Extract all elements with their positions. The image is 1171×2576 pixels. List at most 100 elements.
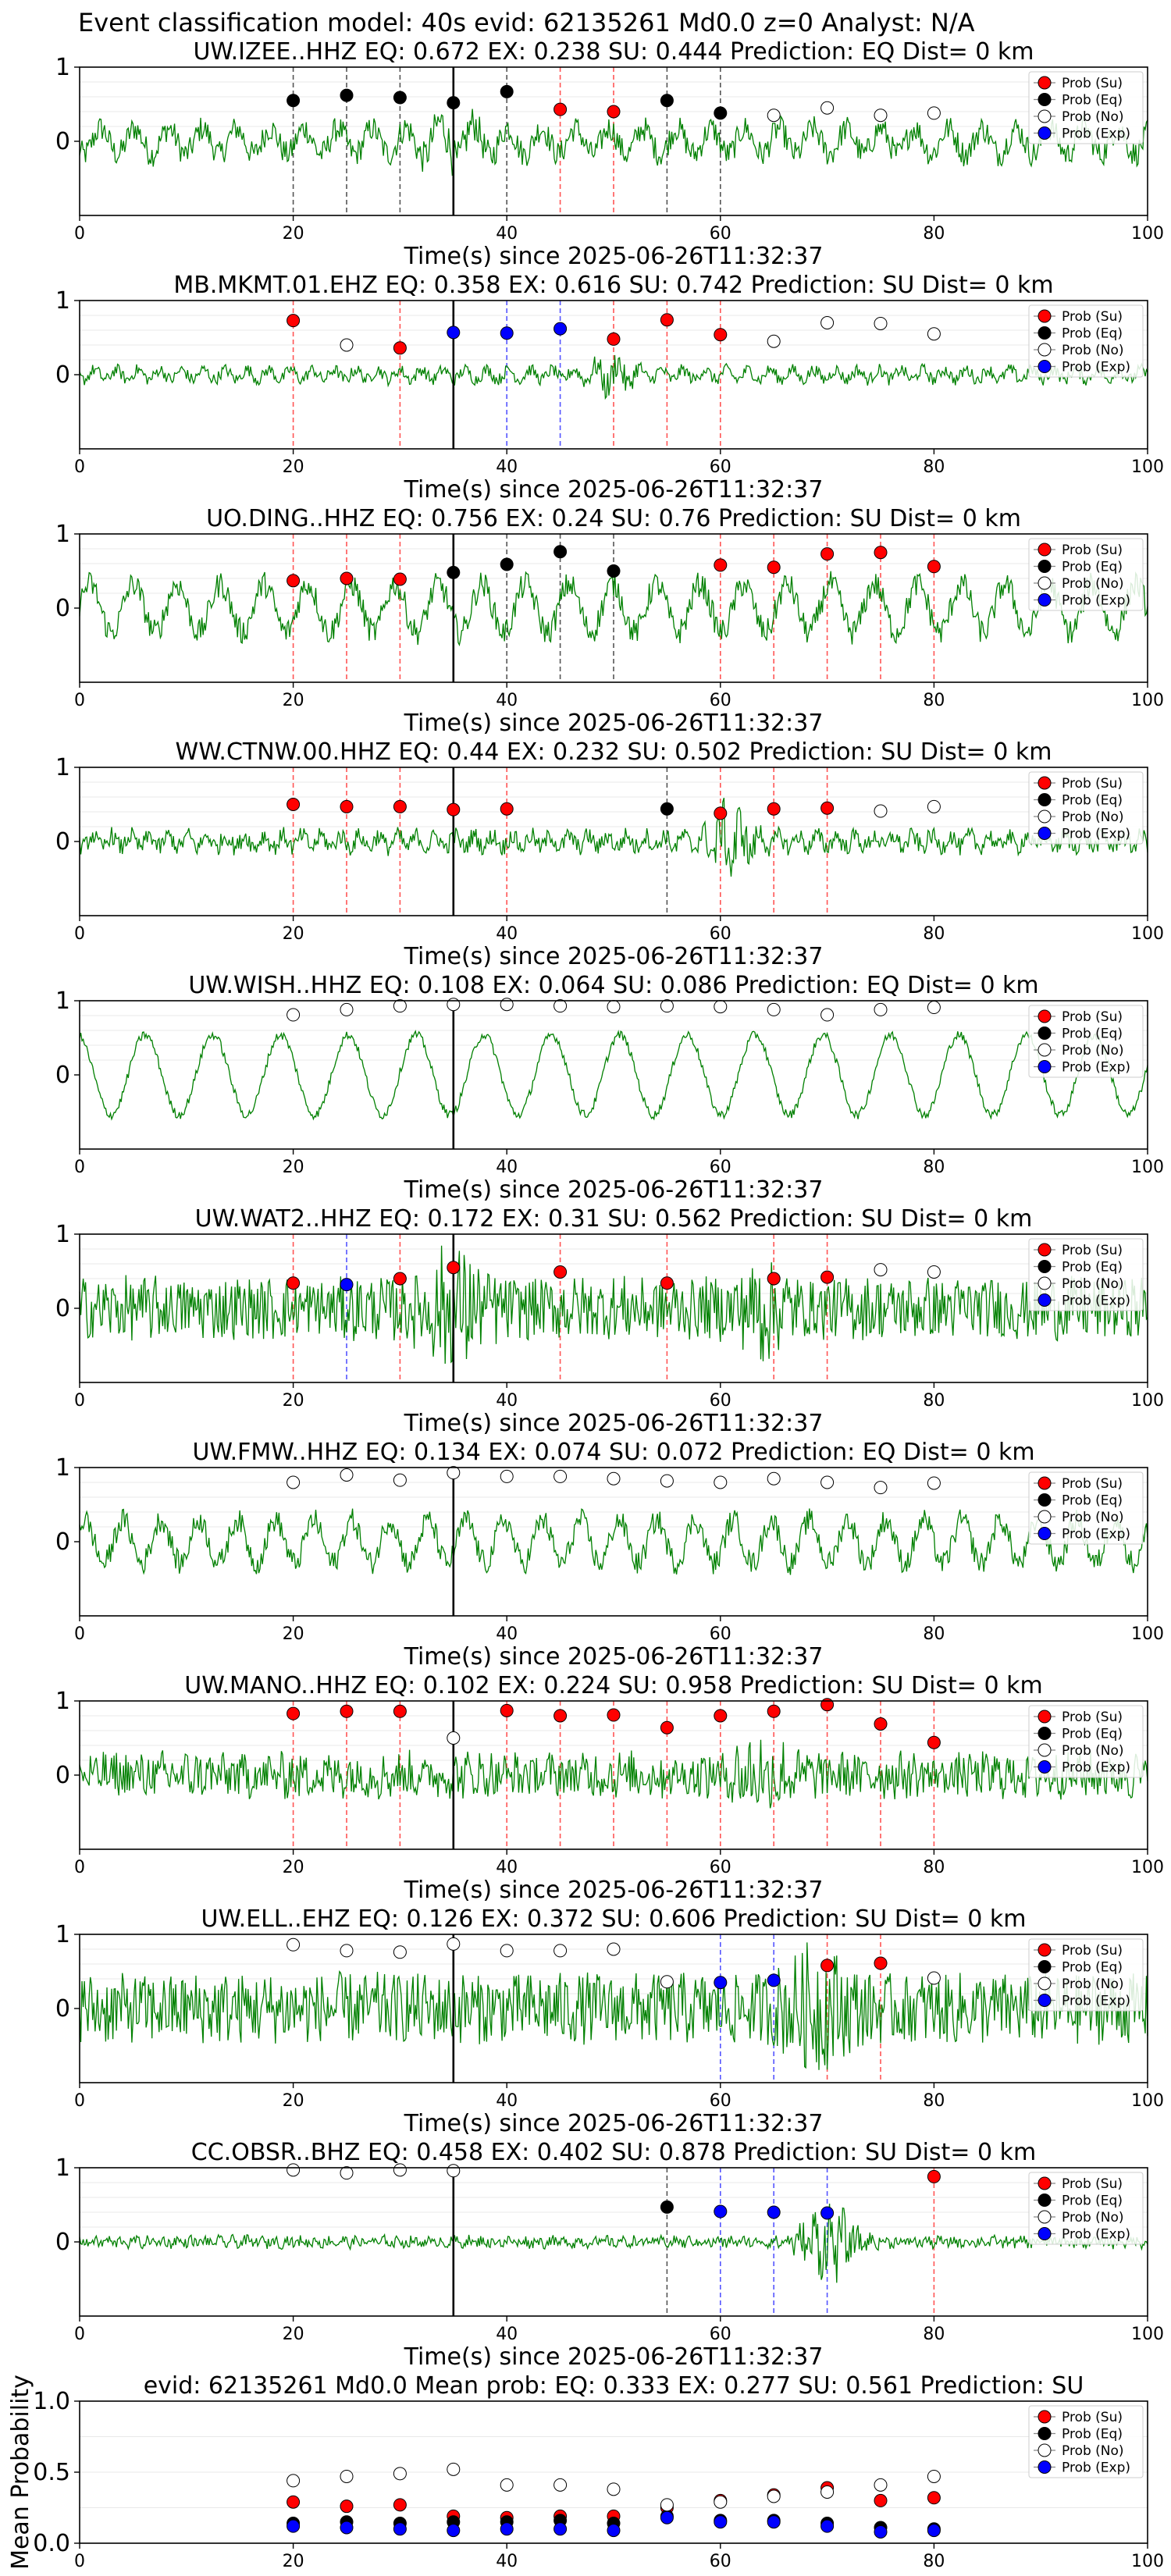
legend-label: Prob (Su) [1062,543,1123,558]
mean-point-exp [767,2515,781,2529]
legend-box [1028,71,1144,144]
legend-label: Prob (No) [1062,1043,1124,1059]
panel-title: UW.FMW..HHZ EQ: 0.134 EX: 0.074 SU: 0.07… [192,1439,1034,1466]
legend-label: Prob (Su) [1062,1476,1123,1492]
probability-point-su [927,560,941,574]
probability-point-su [553,102,568,116]
x-axis-label: Time(s) since 2025-06-26T11:32:37 [404,2343,824,2371]
x-axis-label: Time(s) since 2025-06-26T11:32:37 [404,2110,824,2137]
probability-point-no [393,2163,407,2177]
legend-label: Prob (No) [1062,2443,1124,2459]
probability-point-su [714,328,728,342]
mean-point-exp [820,2519,835,2533]
probability-point-eq [660,2200,674,2214]
probability-point-su [767,802,781,816]
y-tick-label: 1 [55,1921,70,1948]
x-axis-label: Time(s) since 2025-06-26T11:32:37 [404,710,824,737]
mean-point-exp [447,2524,461,2538]
x-tick-label: 20 [283,2091,304,2111]
probability-point-su [447,1261,461,1275]
mean-point-su [287,2495,301,2509]
station-panel: UW.WAT2..HHZ EQ: 0.172 EX: 0.31 SU: 0.56… [55,1205,1164,1437]
legend-label: Prob (Su) [1062,1943,1123,1959]
y-tick-label: 1 [55,54,70,81]
x-tick-label: 100 [1131,691,1164,710]
probability-point-eq [287,94,301,108]
legend-marker [1038,1026,1052,1040]
waveform-trace [79,1030,1148,1121]
probability-point-no [927,106,941,120]
x-tick-label: 40 [496,691,518,710]
x-tick-label: 20 [283,2325,304,2344]
probability-point-no [927,1001,941,1015]
x-tick-label: 100 [1131,1858,1164,1877]
probability-point-no [660,999,674,1013]
probability-point-exp [820,2206,835,2220]
legend-marker [1038,1276,1052,1290]
waveform-trace [79,571,1148,647]
legend-label: Prob (Su) [1062,2176,1123,2192]
probability-point-no [820,316,835,329]
mean-point-no [660,2498,674,2512]
probability-point-su [820,1270,835,1284]
legend-label: Prob (No) [1062,576,1124,592]
probability-point-no [927,1476,941,1490]
legend-label: Prob (Exp) [1062,1293,1130,1309]
y-tick-label: 0 [55,1762,70,1789]
x-tick-label: 60 [710,1391,731,1411]
probability-point-su [660,1276,674,1290]
probability-point-su [287,1276,301,1290]
probability-point-no [820,1475,835,1489]
probability-point-no [927,799,941,813]
probability-point-su [820,1959,835,1973]
waveform-trace [79,798,1148,877]
mean-point-su [393,2498,407,2512]
mean-point-exp [714,2515,728,2529]
probability-point-eq [500,84,514,98]
probability-point-su [660,313,674,327]
mean-point-no [820,2485,835,2499]
x-tick-label: 80 [923,1858,945,1877]
x-axis-label: Time(s) since 2025-06-26T11:32:37 [404,1410,824,1437]
legend-label: Prob (Eq) [1062,2427,1123,2443]
x-tick-label: 20 [283,1391,304,1411]
y-tick-label: 1 [55,287,70,315]
legend-marker [1038,343,1052,357]
legend-marker [1038,593,1052,607]
probability-point-no [287,2163,301,2177]
probability-point-eq [660,802,674,816]
probability-point-no [874,1263,888,1277]
x-tick-label: 60 [710,2091,731,2111]
probability-point-su [340,1704,354,1718]
probability-point-no [660,1474,674,1488]
mean-point-exp [287,2519,301,2533]
y-tick-label: 0 [55,1995,70,2023]
probability-point-no [340,1468,354,1482]
legend-label: Prob (Exp) [1062,593,1130,609]
probability-point-su [500,802,514,816]
mean-point-exp [607,2524,621,2538]
legend-marker [1038,2427,1052,2440]
plot-area [80,1468,1148,1616]
station-panel: WW.CTNW.00.HHZ EQ: 0.44 EX: 0.232 SU: 0.… [55,738,1164,970]
mean-point-no [874,2478,888,2492]
waveform-trace [79,1942,1148,2070]
legend-marker [1038,543,1052,557]
legend-marker [1038,126,1052,140]
legend-marker [1038,793,1052,806]
legend-marker [1038,309,1052,323]
probability-point-no [287,1008,301,1022]
probability-point-no [553,1469,568,1483]
panel-title: UW.WISH..HHZ EQ: 0.108 EX: 0.064 SU: 0.0… [188,972,1038,999]
legend-box [1028,2405,1144,2478]
probability-point-eq [340,88,354,102]
legend-label: Prob (Eq) [1062,1727,1123,1742]
probability-point-eq [660,94,674,108]
probability-point-no [393,999,407,1013]
panels-group: UW.IZEE..HHZ EQ: 0.672 EX: 0.238 SU: 0.4… [7,38,1164,2571]
probability-point-no [447,1731,461,1745]
probability-point-su [927,1735,941,1749]
probability-point-no [874,1002,888,1016]
probability-point-su [874,1956,888,1970]
x-tick-label: 0 [74,1624,85,1644]
